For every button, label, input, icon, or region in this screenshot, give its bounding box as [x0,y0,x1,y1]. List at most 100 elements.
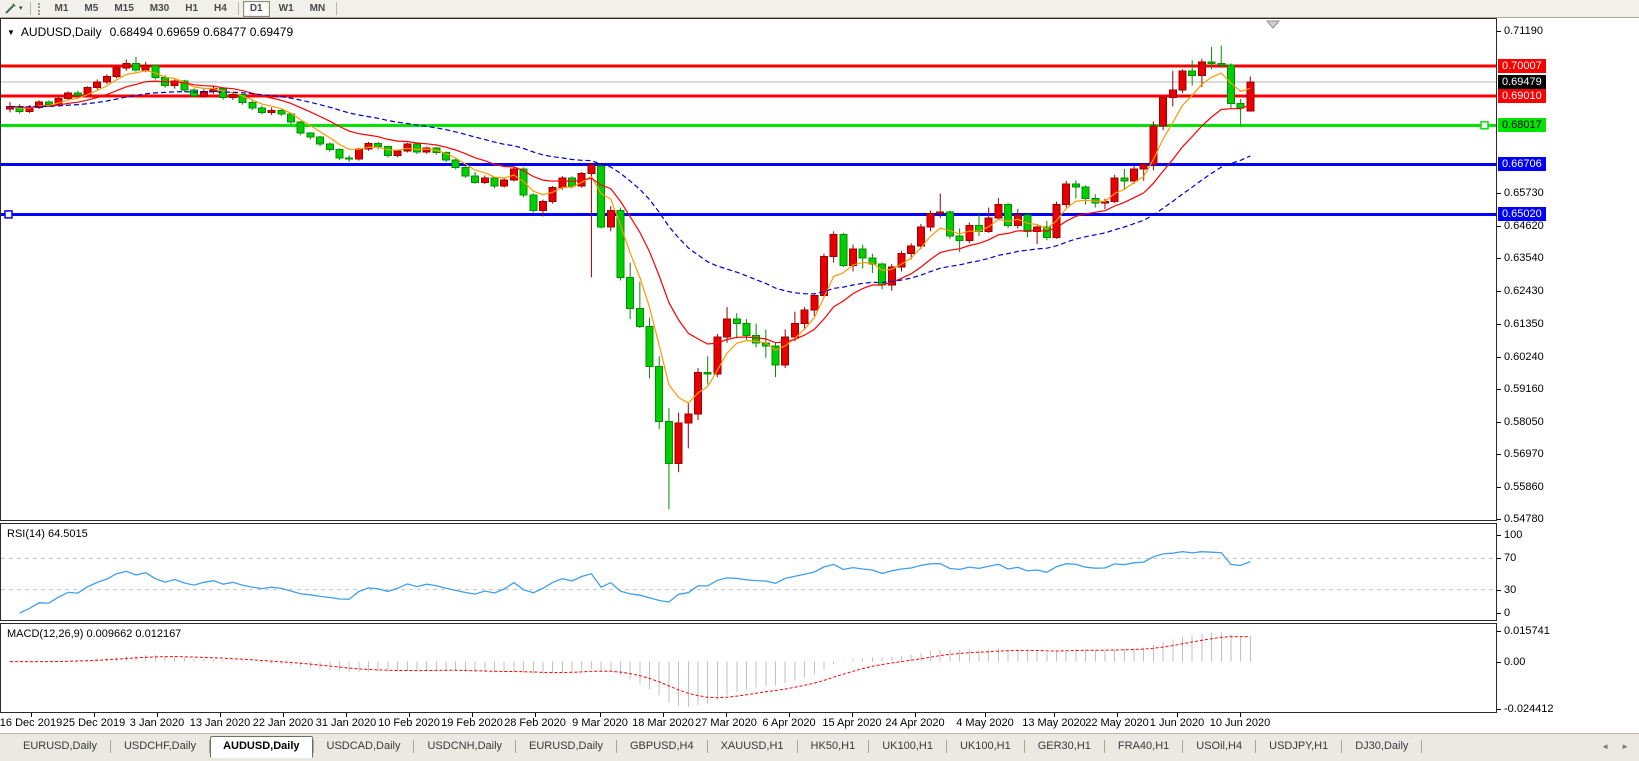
time-axis-label: 25 Dec 2019 [62,717,126,729]
price-tick-label: 0.58050 [1504,415,1544,428]
chart-tab-gbpusd-6[interactable]: GBPUSD,H4 [630,740,694,752]
timeframe-button-mn[interactable]: MN [309,2,326,14]
time-axis-tick [31,713,32,717]
chevron-down-icon[interactable]: ▾ [19,5,23,12]
level-line-handle[interactable] [4,210,13,219]
chart-tab-eurusd-5[interactable]: EURUSD,Daily [529,740,603,752]
toolbar-grip-handle[interactable] [37,2,43,15]
macd-chart-canvas[interactable] [1,624,1496,712]
timeframe-button-h4[interactable]: H4 [214,2,227,14]
chart-tab-usoil-13[interactable]: USOil,H4 [1196,740,1243,752]
time-axis-tick [915,713,916,717]
level-price-badge: 0.68017 [1498,118,1546,133]
time-axis-label: 10 Jun 2020 [1209,717,1271,729]
time-axis-label: 10 Feb 2020 [378,717,440,729]
chart-ohlc-values: 0.68494 0.69659 0.68477 0.69479 [109,25,294,39]
chart-tab-usdcnh-4[interactable]: USDCNH,Daily [427,740,503,752]
candlestick-series [6,45,1255,510]
timeframe-button-d1[interactable]: D1 [242,0,270,17]
time-axis-tick [220,713,221,717]
time-axis-label: 15 Apr 2020 [822,717,882,729]
chart-tab-dj30-15[interactable]: DJ30,Daily [1355,740,1409,752]
chart-tab-ger30-11[interactable]: GER30,H1 [1037,740,1091,752]
timeframe-button-m30[interactable]: M30 [149,2,170,14]
current-price-badge: 0.69479 [1498,74,1546,89]
rsi-indicator-panel[interactable]: RSI(14) 64.5015 [0,523,1497,621]
chart-tab-fra40-12[interactable]: FRA40,H1 [1117,740,1170,752]
tab-separator [209,740,211,753]
chart-tab-uk100-10[interactable]: UK100,H1 [959,740,1011,752]
chart-shift-marker-icon[interactable] [1265,20,1281,29]
time-axis-tick [1054,713,1055,717]
timeframe-button-m1[interactable]: M1 [54,2,69,14]
chart-tab-audusd-2[interactable]: AUDUSD,Daily [210,735,313,758]
chart-tab-usdchf-1[interactable]: USDCHF,Daily [123,740,197,752]
moving-average-slow [9,91,1251,295]
time-axis-tick [409,713,410,717]
timeframe-button-m5[interactable]: M5 [84,2,99,14]
candlestick-chart-canvas[interactable] [1,19,1496,520]
tab-separator [945,740,947,753]
time-axis-label: 24 Apr 2020 [885,717,945,729]
level-price-badge: 0.70007 [1498,59,1546,74]
chart-tab-usdjpy-14[interactable]: USDJPY,H1 [1269,740,1329,752]
rsi-tick-label: 30 [1504,583,1517,596]
tabs-scroll-left-icon[interactable]: ◄ [1601,742,1610,751]
axis-tick [1497,388,1501,390]
time-axis-label: 22 Jan 2020 [252,717,314,729]
tab-separator [312,740,314,753]
timeframe-button-m15[interactable]: M15 [114,2,134,14]
chart-tab-eurusd-0[interactable]: EURUSD,Daily [23,740,97,752]
toolbar-separator [29,2,31,15]
axis-tick [1497,535,1501,536]
time-axis-tick [535,713,536,717]
axis-tick [1497,30,1501,32]
rsi-chart-canvas[interactable] [1,524,1496,620]
time-axis-tick [1240,713,1241,717]
macd-indicator-panel[interactable]: MACD(12,26,9) 0.009662 0.012167 [0,623,1497,713]
rsi-label: RSI(14) 64.5015 [7,528,88,540]
tab-separator [796,740,798,753]
price-tick-label: 0.55860 [1504,480,1544,493]
toolbar-separator [336,2,338,15]
price-tick-label: 0.59160 [1504,382,1544,395]
chart-tool-button[interactable]: ▾ [0,1,27,16]
axis-tick [1497,453,1501,455]
axis-tick [1497,356,1501,358]
chart-tab-usdcad-3[interactable]: USDCAD,Daily [326,740,401,752]
symbol-dropdown-icon[interactable]: ▼ [7,27,15,37]
toolbar-separator [237,2,239,15]
tab-separator [616,740,617,753]
macd-tick-label: 0.015741 [1504,625,1550,637]
level-price-badge: 0.66706 [1498,157,1546,172]
main-chart-panel[interactable]: ▼ AUDUSD,Daily 0.68494 0.69659 0.68477 0… [0,18,1497,521]
tab-separator [1103,740,1105,753]
price-tick-label: 0.64620 [1504,220,1544,233]
time-axis-tick [663,713,664,717]
macd-tick-label: -0.024412 [1504,702,1554,715]
time-axis-tick [789,713,790,717]
macd-tick-label: 0.00 [1504,655,1526,668]
tab-separator [109,740,111,753]
axis-tick [1497,258,1501,260]
price-axis[interactable]: 0.71190 0.65730 0.64620 0.63540 0.62430 0.613… [1497,18,1639,731]
moving-average-fast [9,69,1251,404]
time-axis-label: 1 Jun 2020 [1149,717,1205,729]
chart-ohlc-info: ▼ AUDUSD,Daily 0.68494 0.69659 0.68477 0… [7,25,293,39]
time-axis-tick [346,713,347,717]
timeframe-button-h1[interactable]: H1 [185,2,199,14]
chart-tab-hk50-8[interactable]: HK50,H1 [810,740,856,752]
rsi-tick-label: 70 [1504,552,1517,565]
tab-separator [1341,740,1343,753]
time-axis-label: 3 Jan 2020 [129,717,185,729]
level-line-handle[interactable] [1480,121,1489,130]
timeframe-button-w1[interactable]: W1 [278,2,294,14]
axis-tick [1497,589,1501,591]
time-axis-tick [157,713,158,717]
time-axis[interactable]: 16 Dec 2019 25 Dec 2019 3 Jan 2020 13 Jan 2… [0,713,1497,731]
chart-tab-uk100-9[interactable]: UK100,H1 [882,740,933,752]
tabs-scroll-right-icon[interactable]: ► [1621,742,1629,751]
chart-tab-xauusd-7[interactable]: XAUUSD,H1 [720,740,784,752]
time-axis-label: 18 Mar 2020 [632,717,694,729]
